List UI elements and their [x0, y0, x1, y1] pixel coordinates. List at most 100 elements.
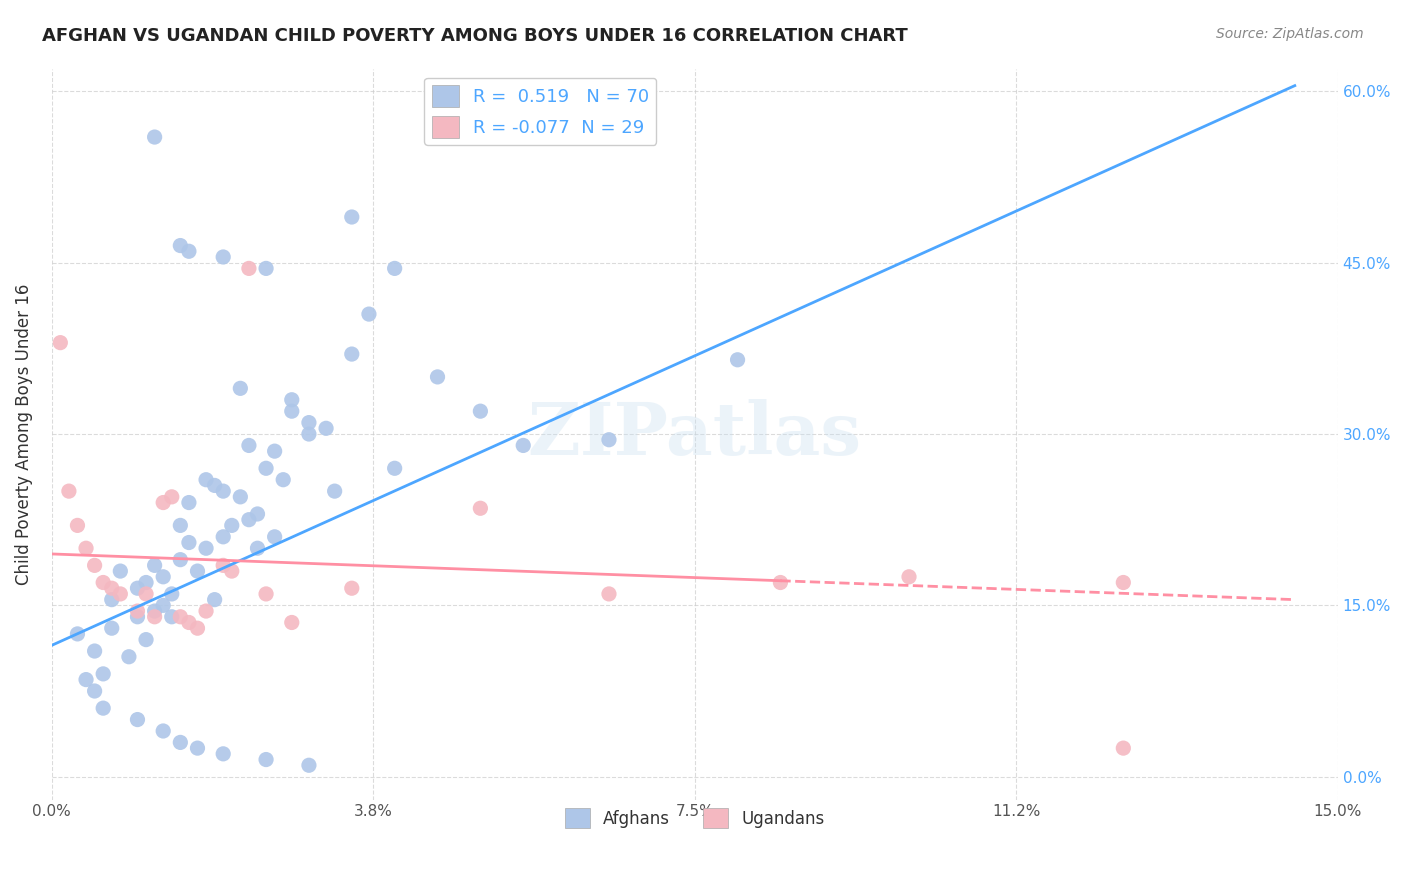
Point: [91, 666, 114, 681]
Point: [271, 473, 294, 487]
Point: [177, 615, 200, 630]
Point: [204, 592, 226, 607]
Point: [118, 649, 141, 664]
Point: [254, 261, 277, 276]
Point: [169, 238, 191, 252]
Point: [66, 627, 89, 641]
Point: [204, 478, 226, 492]
Text: ZIPatlas: ZIPatlas: [527, 399, 862, 469]
Point: [1112, 741, 1135, 756]
Point: [212, 558, 235, 573]
Point: [83, 558, 105, 573]
Point: [83, 644, 105, 658]
Point: [66, 518, 89, 533]
Point: [323, 484, 346, 499]
Point: [263, 530, 285, 544]
Point: [169, 552, 191, 566]
Point: [263, 444, 285, 458]
Point: [470, 404, 492, 418]
Point: [384, 261, 406, 276]
Legend: Afghans, Ugandans: Afghans, Ugandans: [558, 801, 831, 835]
Point: [186, 741, 208, 756]
Point: [152, 495, 174, 509]
Point: [143, 604, 166, 618]
Point: [254, 587, 277, 601]
Point: [177, 535, 200, 549]
Point: [195, 473, 218, 487]
Point: [91, 575, 114, 590]
Point: [340, 581, 363, 595]
Point: [281, 404, 304, 418]
Point: [160, 609, 183, 624]
Point: [58, 484, 80, 499]
Point: [238, 513, 260, 527]
Point: [169, 735, 191, 749]
Point: [91, 701, 114, 715]
Point: [598, 587, 620, 601]
Point: [152, 570, 174, 584]
Point: [110, 587, 132, 601]
Point: [152, 723, 174, 738]
Y-axis label: Child Poverty Among Boys Under 16: Child Poverty Among Boys Under 16: [15, 284, 32, 585]
Point: [426, 370, 449, 384]
Point: [727, 352, 749, 367]
Point: [212, 530, 235, 544]
Point: [254, 753, 277, 767]
Point: [769, 575, 792, 590]
Point: [470, 501, 492, 516]
Point: [357, 307, 380, 321]
Point: [186, 564, 208, 578]
Point: [254, 461, 277, 475]
Point: [135, 575, 157, 590]
Point: [177, 495, 200, 509]
Point: [298, 416, 321, 430]
Point: [127, 581, 149, 595]
Point: [143, 130, 166, 145]
Point: [135, 632, 157, 647]
Point: [100, 581, 122, 595]
Point: [135, 587, 157, 601]
Point: [1112, 575, 1135, 590]
Point: [49, 335, 72, 350]
Point: [110, 564, 132, 578]
Point: [212, 747, 235, 761]
Point: [238, 438, 260, 452]
Text: Source: ZipAtlas.com: Source: ZipAtlas.com: [1216, 27, 1364, 41]
Point: [169, 609, 191, 624]
Point: [221, 564, 243, 578]
Point: [195, 604, 218, 618]
Point: [229, 381, 252, 395]
Point: [384, 461, 406, 475]
Point: [340, 347, 363, 361]
Point: [127, 604, 149, 618]
Point: [512, 438, 534, 452]
Point: [212, 484, 235, 499]
Point: [177, 244, 200, 259]
Point: [229, 490, 252, 504]
Point: [127, 609, 149, 624]
Point: [75, 673, 97, 687]
Point: [238, 261, 260, 276]
Point: [169, 518, 191, 533]
Point: [100, 592, 122, 607]
Point: [152, 599, 174, 613]
Point: [315, 421, 337, 435]
Point: [246, 541, 269, 556]
Point: [246, 507, 269, 521]
Text: AFGHAN VS UGANDAN CHILD POVERTY AMONG BOYS UNDER 16 CORRELATION CHART: AFGHAN VS UGANDAN CHILD POVERTY AMONG BO…: [42, 27, 908, 45]
Point: [298, 758, 321, 772]
Point: [195, 541, 218, 556]
Point: [143, 558, 166, 573]
Point: [100, 621, 122, 635]
Point: [83, 684, 105, 698]
Point: [281, 615, 304, 630]
Point: [186, 621, 208, 635]
Point: [160, 490, 183, 504]
Point: [212, 250, 235, 264]
Point: [340, 210, 363, 224]
Point: [127, 713, 149, 727]
Point: [160, 587, 183, 601]
Point: [898, 570, 921, 584]
Point: [281, 392, 304, 407]
Point: [221, 518, 243, 533]
